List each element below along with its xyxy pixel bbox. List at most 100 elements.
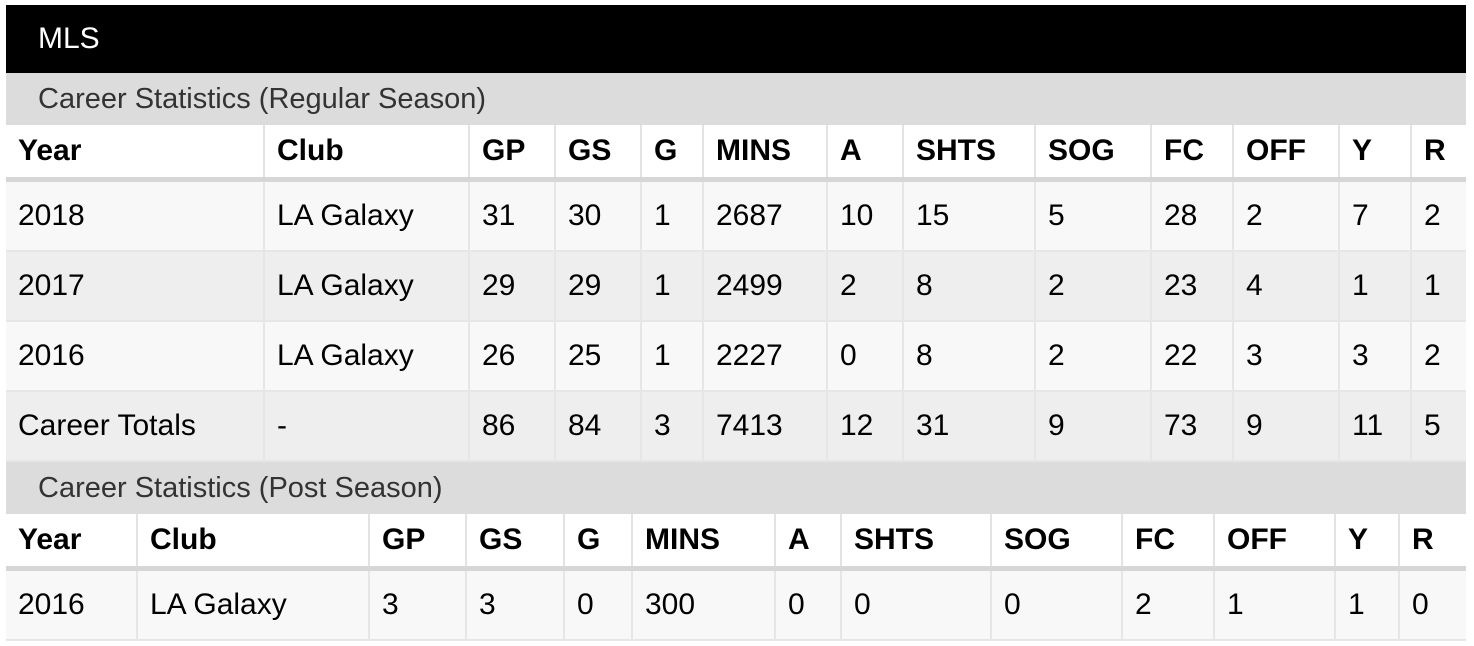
col-header-y[interactable]: Y xyxy=(1339,125,1412,182)
col-header-g[interactable]: G xyxy=(641,125,704,182)
col-header-y[interactable]: Y xyxy=(1335,514,1400,571)
cell-club: LA Galaxy xyxy=(264,321,470,392)
cell-a: 0 xyxy=(775,568,842,641)
col-header-fc[interactable]: FC xyxy=(1122,514,1215,571)
post-season-table: Year Club GP GS G MINS A SHTS SOG FC OFF… xyxy=(6,514,1466,641)
cell-off: 4 xyxy=(1233,251,1340,322)
cell-mins: 300 xyxy=(632,568,776,641)
cell-shts: 31 xyxy=(903,391,1036,462)
cell-club: - xyxy=(264,391,470,462)
cell-shts: 8 xyxy=(903,251,1036,322)
cell-gp: 3 xyxy=(369,568,467,641)
cell-shts: 8 xyxy=(903,321,1036,392)
cell-mins: 2227 xyxy=(703,321,828,392)
regular-season-table: Year Club GP GS G MINS A SHTS SOG FC OFF… xyxy=(6,125,1466,462)
cell-mins: 7413 xyxy=(703,391,828,462)
cell-shts: 15 xyxy=(903,179,1036,252)
regular-season-title: Career Statistics (Regular Season) xyxy=(6,73,1466,125)
cell-shts: 0 xyxy=(841,568,992,641)
cell-year: 2018 xyxy=(6,179,265,252)
cell-fc: 23 xyxy=(1151,251,1234,322)
cell-year: 2016 xyxy=(6,321,265,392)
cell-year: Career Totals xyxy=(6,391,265,462)
stats-container: MLS Career Statistics (Regular Season) Y… xyxy=(6,5,1466,641)
col-header-shts[interactable]: SHTS xyxy=(841,514,992,571)
col-header-year[interactable]: Year xyxy=(6,514,138,571)
cell-club: LA Galaxy xyxy=(264,179,470,252)
cell-r: 2 xyxy=(1411,179,1466,252)
table-row: 2017 LA Galaxy 29 29 1 2499 2 8 2 23 4 1… xyxy=(6,251,1466,322)
table-row: 2016 LA Galaxy 3 3 0 300 0 0 0 2 1 1 0 xyxy=(6,568,1466,641)
table-header-row: Year Club GP GS G MINS A SHTS SOG FC OFF… xyxy=(6,125,1466,182)
cell-year: 2017 xyxy=(6,251,265,322)
col-header-r[interactable]: R xyxy=(1411,125,1466,182)
cell-fc: 28 xyxy=(1151,179,1234,252)
col-header-mins[interactable]: MINS xyxy=(632,514,776,571)
cell-gs: 30 xyxy=(555,179,642,252)
cell-fc: 73 xyxy=(1151,391,1234,462)
cell-r: 1 xyxy=(1411,251,1466,322)
league-title: MLS xyxy=(6,5,1466,73)
cell-gp: 86 xyxy=(469,391,556,462)
col-header-gp[interactable]: GP xyxy=(369,514,467,571)
cell-sog: 0 xyxy=(991,568,1123,641)
cell-a: 12 xyxy=(827,391,904,462)
cell-sog: 9 xyxy=(1035,391,1152,462)
col-header-sog[interactable]: SOG xyxy=(991,514,1123,571)
cell-fc: 2 xyxy=(1122,568,1215,641)
cell-mins: 2499 xyxy=(703,251,828,322)
col-header-gs[interactable]: GS xyxy=(466,514,565,571)
cell-gs: 3 xyxy=(466,568,565,641)
cell-g: 1 xyxy=(641,179,704,252)
cell-off: 2 xyxy=(1233,179,1340,252)
col-header-a[interactable]: A xyxy=(775,514,842,571)
cell-y: 1 xyxy=(1335,568,1400,641)
cell-gs: 25 xyxy=(555,321,642,392)
cell-club: LA Galaxy xyxy=(264,251,470,322)
col-header-mins[interactable]: MINS xyxy=(703,125,828,182)
cell-r: 5 xyxy=(1411,391,1466,462)
cell-gp: 26 xyxy=(469,321,556,392)
cell-y: 11 xyxy=(1339,391,1412,462)
cell-mins: 2687 xyxy=(703,179,828,252)
cell-gs: 84 xyxy=(555,391,642,462)
col-header-fc[interactable]: FC xyxy=(1151,125,1234,182)
cell-off: 3 xyxy=(1233,321,1340,392)
cell-fc: 22 xyxy=(1151,321,1234,392)
cell-y: 7 xyxy=(1339,179,1412,252)
cell-g: 1 xyxy=(641,321,704,392)
cell-g: 3 xyxy=(641,391,704,462)
cell-r: 2 xyxy=(1411,321,1466,392)
cell-sog: 2 xyxy=(1035,251,1152,322)
cell-off: 9 xyxy=(1233,391,1340,462)
table-header-row: Year Club GP GS G MINS A SHTS SOG FC OFF… xyxy=(6,514,1466,571)
cell-sog: 2 xyxy=(1035,321,1152,392)
cell-g: 0 xyxy=(564,568,633,641)
cell-a: 10 xyxy=(827,179,904,252)
col-header-club[interactable]: Club xyxy=(137,514,370,571)
cell-gs: 29 xyxy=(555,251,642,322)
col-header-gs[interactable]: GS xyxy=(555,125,642,182)
col-header-year[interactable]: Year xyxy=(6,125,265,182)
cell-y: 1 xyxy=(1339,251,1412,322)
col-header-shts[interactable]: SHTS xyxy=(903,125,1036,182)
col-header-club[interactable]: Club xyxy=(264,125,470,182)
post-season-title: Career Statistics (Post Season) xyxy=(6,462,1466,514)
cell-gp: 29 xyxy=(469,251,556,322)
cell-a: 2 xyxy=(827,251,904,322)
career-totals-row: Career Totals - 86 84 3 7413 12 31 9 73 … xyxy=(6,391,1466,462)
col-header-off[interactable]: OFF xyxy=(1214,514,1336,571)
cell-year: 2016 xyxy=(6,568,138,641)
cell-y: 3 xyxy=(1339,321,1412,392)
col-header-sog[interactable]: SOG xyxy=(1035,125,1152,182)
table-row: 2018 LA Galaxy 31 30 1 2687 10 15 5 28 2… xyxy=(6,179,1466,252)
cell-a: 0 xyxy=(827,321,904,392)
col-header-r[interactable]: R xyxy=(1399,514,1466,571)
cell-r: 0 xyxy=(1399,568,1466,641)
col-header-g[interactable]: G xyxy=(564,514,633,571)
cell-club: LA Galaxy xyxy=(137,568,370,641)
cell-off: 1 xyxy=(1214,568,1336,641)
col-header-off[interactable]: OFF xyxy=(1233,125,1340,182)
col-header-gp[interactable]: GP xyxy=(469,125,556,182)
col-header-a[interactable]: A xyxy=(827,125,904,182)
